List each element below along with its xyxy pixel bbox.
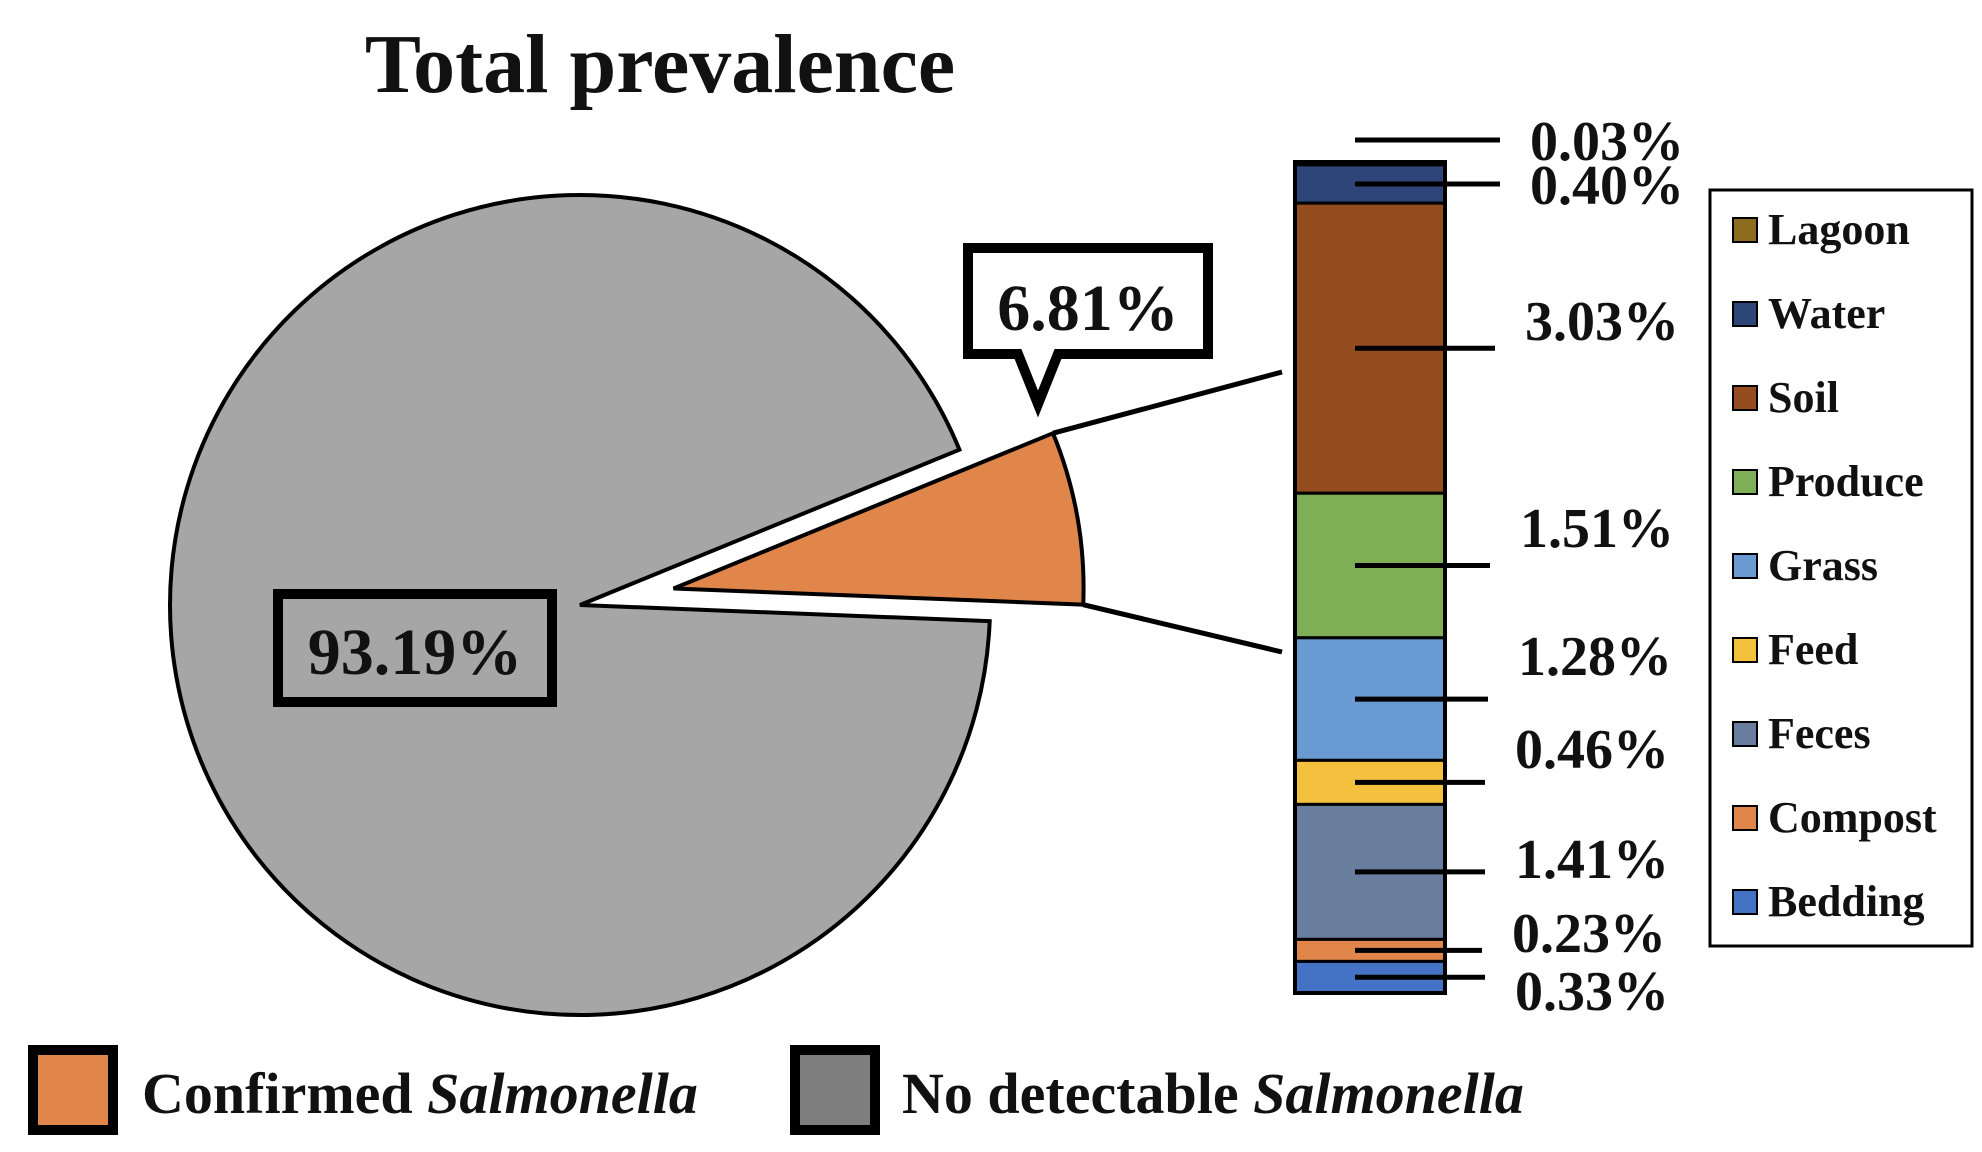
legend-label-produce: Produce bbox=[1768, 457, 1924, 506]
legend-label-feed: Feed bbox=[1768, 625, 1858, 674]
legend-swatch-produce bbox=[1732, 469, 1758, 495]
bottom-legend: Confirmed Salmonella No detectable Salmon… bbox=[28, 1045, 1524, 1135]
bottom-legend-label-0: Confirmed Salmonella bbox=[142, 1061, 698, 1126]
legend-label-water: Water bbox=[1768, 289, 1885, 338]
bottom-legend-label-prefix-0: Confirmed bbox=[142, 1061, 427, 1126]
pie-chart bbox=[168, 193, 1086, 1017]
bar-label-bedding: 0.33% bbox=[1515, 961, 1669, 1023]
legend-label-soil: Soil bbox=[1768, 373, 1839, 422]
bar-label-soil: 3.03% bbox=[1525, 291, 1679, 353]
source-legend: Lagoon Water Soil Produce Grass Feed Feces Comp… bbox=[1708, 188, 1974, 948]
bar-label-lagoon: 0.03% bbox=[1530, 111, 1684, 173]
bar-label-feces: 1.41% bbox=[1515, 829, 1669, 891]
legend-label-feces: Feces bbox=[1768, 709, 1871, 758]
bar-label-produce: 1.51% bbox=[1520, 498, 1674, 560]
legend-label-bedding: Bedding bbox=[1768, 877, 1925, 926]
bar-label-grass: 1.28% bbox=[1518, 626, 1672, 688]
legend-swatch-lagoon bbox=[1732, 217, 1758, 243]
connector-lines bbox=[1052, 369, 1283, 655]
bar-label-feed: 0.46% bbox=[1515, 719, 1669, 781]
legend-label-grass: Grass bbox=[1768, 541, 1878, 590]
legend-swatch-feed bbox=[1732, 637, 1758, 663]
legend-label-lagoon: Lagoon bbox=[1768, 205, 1910, 254]
bottom-legend-swatch-1 bbox=[790, 1045, 880, 1135]
legend-swatch-soil bbox=[1732, 385, 1758, 411]
bottom-legend-label-1: No detectable Salmonella bbox=[902, 1061, 1524, 1126]
pie-callouts: 93.19% 6.81% bbox=[273, 243, 1213, 707]
callout-box-confirmed bbox=[963, 243, 1213, 418]
bar-label-water: 0.40% bbox=[1530, 155, 1684, 217]
legend-swatch-compost bbox=[1732, 805, 1758, 831]
bar-label-compost: 0.23% bbox=[1512, 903, 1666, 965]
legend-swatch-grass bbox=[1732, 553, 1758, 579]
bottom-legend-label-italic-0: Salmonella bbox=[427, 1061, 698, 1126]
stacked-bar bbox=[1293, 160, 1447, 995]
bar-outline bbox=[1293, 160, 1447, 995]
connector-line-top bbox=[1052, 369, 1283, 436]
bottom-legend-label-prefix-1: No detectable bbox=[902, 1061, 1253, 1126]
callout-box-no-detectable bbox=[273, 589, 557, 707]
pie-slice-no-detectable-salmonella bbox=[168, 193, 992, 1017]
pie-slice-confirmed-salmonella bbox=[672, 430, 1086, 607]
slice-label-no-detectable: 93.19% bbox=[308, 616, 523, 689]
legend-label-compost: Compost bbox=[1768, 793, 1937, 842]
legend-swatch-feces bbox=[1732, 721, 1758, 747]
legend-swatch-water bbox=[1732, 301, 1758, 327]
legend-swatch-bedding bbox=[1732, 889, 1758, 915]
bottom-legend-label-italic-1: Salmonella bbox=[1253, 1061, 1524, 1126]
connector-line-bottom bbox=[1082, 602, 1283, 655]
stacked-bar-labels: 0.03%0.40% 3.03% 1.51% 1.28% 0.46% 1.41% 0.23%… bbox=[1355, 111, 1684, 1023]
slice-label-confirmed: 6.81% bbox=[997, 272, 1179, 345]
bottom-legend-swatch-0 bbox=[28, 1045, 118, 1135]
chart-title: Total prevalence bbox=[365, 18, 955, 111]
